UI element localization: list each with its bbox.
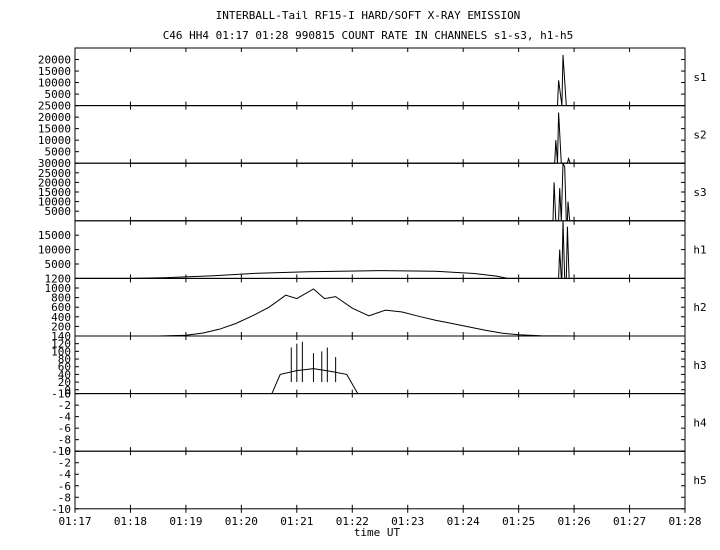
x-tick-label: 01:25 bbox=[502, 515, 535, 528]
y-tick-label: 5000 bbox=[45, 88, 72, 101]
panel-label-h3: h3 bbox=[693, 359, 706, 372]
x-tick-label: 01:26 bbox=[558, 515, 591, 528]
panel-label-s1: s1 bbox=[693, 71, 706, 84]
y-tick-label: -10 bbox=[51, 503, 71, 516]
y-tick-label: -10 bbox=[51, 388, 71, 401]
y-tick-label: 15000 bbox=[38, 229, 71, 242]
y-tick-label: 5000 bbox=[45, 205, 72, 218]
y-tick-label: 10000 bbox=[38, 196, 71, 209]
y-tick-label: 15000 bbox=[38, 65, 71, 78]
y-tick-label: 100 bbox=[51, 345, 71, 358]
y-tick-label: 25000 bbox=[38, 167, 71, 180]
y-tick-label: 30000 bbox=[38, 157, 71, 170]
y-tick-label: -8 bbox=[58, 434, 71, 447]
panel-frame bbox=[74, 105, 686, 164]
x-tick-label: 01:20 bbox=[225, 515, 258, 528]
y-tick-label: 5000 bbox=[45, 146, 72, 159]
y-tick-label: 60 bbox=[58, 361, 71, 374]
y-tick-label: -6 bbox=[58, 422, 71, 435]
x-tick-label: 01:18 bbox=[114, 515, 147, 528]
x-tick-label: 01:21 bbox=[280, 515, 313, 528]
panel-frame bbox=[74, 393, 686, 452]
y-tick-label: 10000 bbox=[38, 134, 71, 147]
series-h2 bbox=[75, 288, 685, 337]
y-tick-label: 5000 bbox=[45, 258, 72, 271]
y-tick-label: -2 bbox=[58, 457, 71, 470]
panel-label-h4: h4 bbox=[693, 416, 707, 429]
y-tick-label: 25000 bbox=[38, 100, 71, 113]
chart-subtitle: C46 HH4 01:17 01:28 990815 COUNT RATE IN… bbox=[163, 29, 574, 42]
panel-frame bbox=[74, 162, 686, 222]
y-tick-label: 15000 bbox=[38, 186, 71, 199]
y-tick-label: 200 bbox=[51, 320, 71, 333]
y-tick-label: 40 bbox=[58, 368, 71, 381]
y-tick-label: 15000 bbox=[38, 123, 71, 136]
x-tick-label: 01:23 bbox=[391, 515, 424, 528]
y-tick-label: 20000 bbox=[38, 111, 71, 124]
panel-frame bbox=[74, 335, 686, 395]
panel-label-h1: h1 bbox=[693, 244, 706, 257]
panel-label-h5: h5 bbox=[693, 474, 706, 487]
x-axis-label: time UT bbox=[354, 526, 401, 539]
y-tick-label: 1200 bbox=[45, 272, 72, 285]
panel-frame bbox=[74, 47, 686, 107]
x-tick-label: 01:24 bbox=[447, 515, 480, 528]
y-tick-label: -10 bbox=[51, 445, 71, 458]
panels: 5000100001500020000s15000100001500020000… bbox=[38, 47, 707, 516]
y-tick-label: 10000 bbox=[38, 244, 71, 257]
series-s3 bbox=[130, 162, 685, 222]
y-tick-label: -6 bbox=[58, 480, 71, 493]
x-tick-label: 01:27 bbox=[613, 515, 646, 528]
y-tick-label: -4 bbox=[58, 468, 72, 481]
series-h3 bbox=[271, 368, 359, 394]
panel-frame bbox=[74, 220, 686, 279]
x-tick-label: 01:22 bbox=[336, 515, 369, 528]
y-tick-label: 140 bbox=[51, 330, 71, 343]
y-tick-label: 20000 bbox=[38, 176, 71, 189]
x-tick-label: 01:28 bbox=[668, 515, 701, 528]
panel-label-s2: s2 bbox=[693, 128, 706, 141]
y-tick-label: -4 bbox=[58, 411, 72, 424]
y-tick-label: 20000 bbox=[38, 54, 71, 67]
x-tick-label: 01:19 bbox=[169, 515, 202, 528]
y-tick-label: 0 bbox=[64, 445, 71, 458]
panel-frame bbox=[74, 277, 686, 337]
y-tick-label: -2 bbox=[58, 399, 71, 412]
chart-title: INTERBALL-Tail RF15-I HARD/SOFT X-RAY EM… bbox=[216, 9, 521, 22]
y-tick-label: 0 bbox=[64, 388, 71, 401]
series-s2 bbox=[130, 112, 685, 164]
y-tick-label: 10000 bbox=[38, 77, 71, 90]
x-axis: 01:17 01:18 01:19 01:20 01:21 01:22 01:23 01:24… bbox=[58, 508, 702, 528]
panel-label-s3: s3 bbox=[693, 186, 706, 199]
y-tick-label: 1000 bbox=[45, 282, 72, 295]
y-tick-label: 800 bbox=[51, 292, 71, 305]
x-tick-label: 01:17 bbox=[58, 515, 91, 528]
y-tick-label: 20 bbox=[58, 376, 71, 389]
series-s1 bbox=[130, 54, 685, 107]
y-tick-label: -8 bbox=[58, 491, 71, 504]
panel-label-h2: h2 bbox=[693, 301, 706, 314]
y-tick-label: 120 bbox=[51, 338, 71, 351]
y-tick-label: 0 bbox=[64, 384, 71, 397]
series-h1 bbox=[75, 220, 685, 279]
y-tick-label: 600 bbox=[51, 301, 71, 314]
y-tick-label: 80 bbox=[58, 353, 71, 366]
y-tick-label: 400 bbox=[51, 311, 71, 324]
panel-frame bbox=[74, 450, 686, 510]
